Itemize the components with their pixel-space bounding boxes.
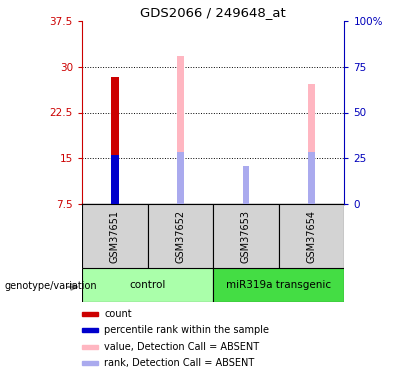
Text: GSM37653: GSM37653 bbox=[241, 210, 251, 263]
Bar bbox=[111, 155, 119, 204]
Bar bbox=[243, 166, 249, 204]
Bar bbox=[82, 345, 97, 349]
Bar bbox=[308, 84, 315, 204]
Bar bbox=[177, 56, 184, 204]
Text: genotype/variation: genotype/variation bbox=[4, 281, 97, 291]
Bar bbox=[243, 166, 249, 204]
Text: miR319a transgenic: miR319a transgenic bbox=[226, 280, 331, 290]
Text: GSM37651: GSM37651 bbox=[110, 210, 120, 263]
Bar bbox=[177, 152, 184, 204]
Text: count: count bbox=[104, 309, 132, 319]
Text: value, Detection Call = ABSENT: value, Detection Call = ABSENT bbox=[104, 342, 259, 352]
Bar bbox=[82, 204, 147, 268]
Bar bbox=[279, 204, 344, 268]
Bar bbox=[82, 328, 97, 332]
Text: percentile rank within the sample: percentile rank within the sample bbox=[104, 325, 269, 335]
Bar bbox=[82, 312, 97, 316]
Text: GSM37654: GSM37654 bbox=[307, 210, 317, 263]
Bar bbox=[82, 361, 97, 365]
Bar bbox=[308, 152, 315, 204]
Text: rank, Detection Call = ABSENT: rank, Detection Call = ABSENT bbox=[104, 358, 255, 368]
Title: GDS2066 / 249648_at: GDS2066 / 249648_at bbox=[140, 6, 286, 20]
Text: control: control bbox=[129, 280, 166, 290]
Bar bbox=[213, 268, 344, 302]
Bar bbox=[213, 204, 279, 268]
Bar bbox=[111, 77, 119, 204]
Bar bbox=[147, 204, 213, 268]
Bar bbox=[82, 268, 213, 302]
Text: GSM37652: GSM37652 bbox=[175, 210, 185, 263]
